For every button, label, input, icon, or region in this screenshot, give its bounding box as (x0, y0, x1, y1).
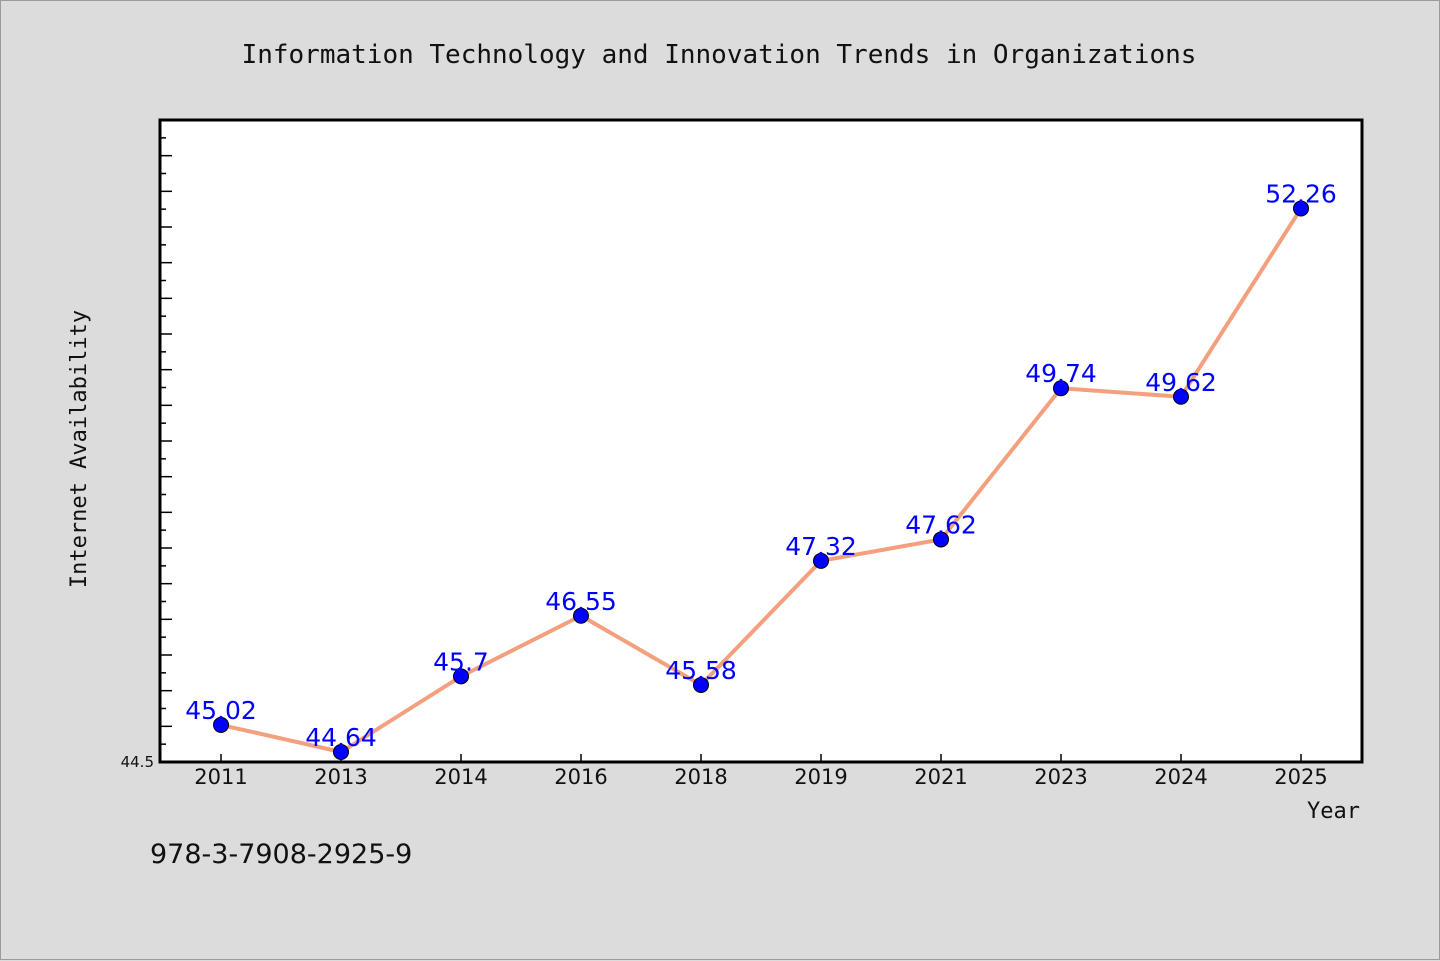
x-tick-label: 2013 (314, 765, 367, 789)
x-tick-label: 2018 (674, 765, 727, 789)
data-label: 44.64 (305, 723, 377, 752)
series-group (213, 200, 1309, 761)
data-label: 45.02 (185, 696, 257, 725)
x-tick-label: 2024 (1154, 765, 1207, 789)
data-label: 45.7 (433, 647, 489, 676)
data-point (1173, 388, 1189, 405)
x-tick-label: 2025 (1274, 765, 1327, 789)
data-label: 49.74 (1025, 359, 1097, 388)
series-line (220, 207, 1303, 755)
y-axis-label: Internet Availability (67, 310, 92, 588)
y-axis-ticks (160, 119, 172, 763)
chart-title: Information Technology and Innovation Tr… (242, 40, 1197, 70)
data-point (213, 716, 229, 733)
data-point (333, 744, 349, 761)
data-label: 47.32 (785, 532, 857, 561)
data-label: 47.62 (905, 510, 977, 539)
x-tick-label: 2016 (554, 765, 607, 789)
x-tick-label: 2021 (914, 765, 967, 789)
data-point (813, 552, 829, 569)
data-label: 49.62 (1145, 368, 1217, 397)
data-labels-group: 45.02 44.64 45.7 46.55 45.58 47.32 47.62 49.74 4… (185, 179, 1337, 752)
x-tick-label: 2019 (794, 765, 847, 789)
data-point (453, 668, 469, 685)
data-point (693, 676, 709, 693)
plot-area (158, 118, 1364, 764)
y-tick-label: 44.5 (121, 753, 154, 771)
x-tick-label: 2023 (1034, 765, 1087, 789)
x-tick-label: 2011 (194, 765, 247, 789)
data-point (573, 607, 589, 624)
x-axis-ticks: 2011 2013 2014 2016 2018 2019 2021 2023 2024 2025 (194, 754, 1328, 789)
data-label: 52.26 (1265, 179, 1337, 208)
data-point (933, 531, 949, 548)
x-axis-label: Year (1307, 799, 1360, 824)
data-point (1053, 380, 1069, 397)
footer-isbn: 978-3-7908-2925-9 (150, 839, 412, 870)
data-point (1293, 200, 1309, 217)
x-tick-label: 2014 (434, 765, 487, 789)
data-label: 45.58 (665, 656, 737, 685)
data-label: 46.55 (545, 587, 617, 616)
